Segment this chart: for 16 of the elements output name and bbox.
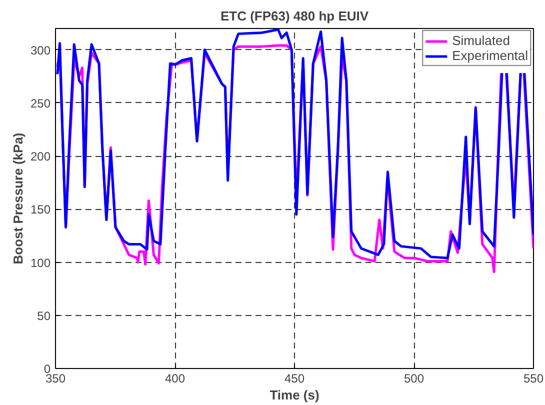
y-tick-label: 100 [30, 256, 51, 270]
y-tick-label: 250 [30, 96, 51, 110]
y-tick-label: 150 [30, 202, 51, 217]
x-tick-label: 450 [284, 372, 305, 386]
x-tick-label: 550 [523, 372, 544, 386]
chart-title: ETC (FP63) 480 hp EUIV [220, 8, 369, 24]
y-tick-label: 300 [30, 43, 51, 58]
x-tick-label: 350 [45, 372, 66, 386]
x-tick-label: 400 [164, 372, 186, 386]
y-tick-label: 200 [30, 150, 51, 164]
legend-label: Simulated [452, 33, 510, 48]
x-tick-label: 500 [404, 372, 424, 386]
x-axis-title: Time (s) [270, 388, 320, 402]
y-tick-label: 50 [37, 308, 51, 323]
legend-label: Experimental [452, 48, 528, 63]
y-axis-title: Boost Pressure (kPa) [10, 132, 26, 264]
